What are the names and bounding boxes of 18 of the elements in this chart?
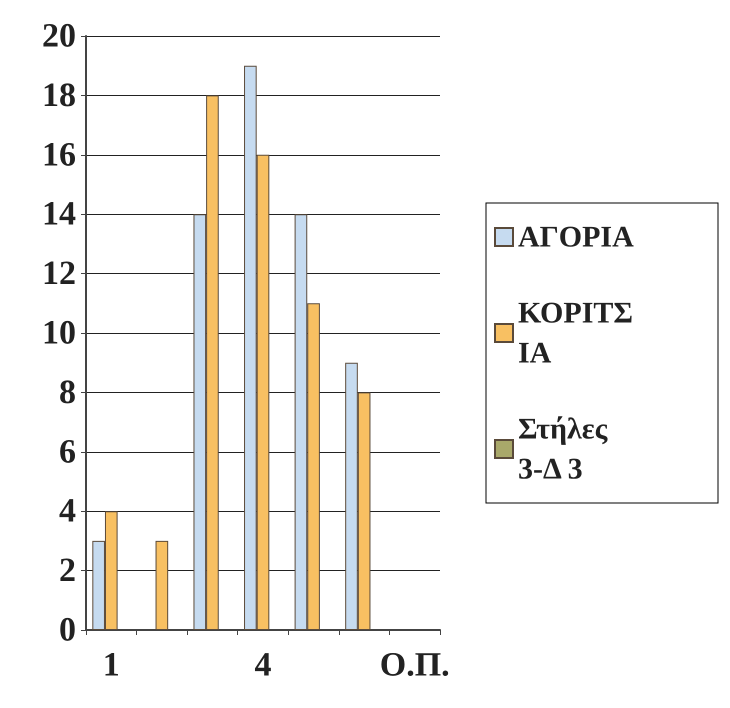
y-tick-label: 6 xyxy=(59,433,76,470)
y-tick-label: 8 xyxy=(59,374,76,411)
y-tick-label: 10 xyxy=(42,314,76,352)
y-tick-label: 0 xyxy=(59,612,76,648)
y-tick-label: 16 xyxy=(42,136,76,174)
legend-label: Στήλες 3-Δ 3 xyxy=(518,412,615,486)
y-tick-label: 18 xyxy=(42,76,76,114)
y-tick-label: 2 xyxy=(59,552,76,590)
y-tick-label: 12 xyxy=(42,255,76,292)
legend-label: ΚΟΡΙΤΣΙΑ xyxy=(518,296,634,370)
legend-label: ΑΓΟΡΙΑ xyxy=(518,220,634,254)
x-tick-label: Ο.Π. xyxy=(380,646,450,684)
x-tick-label: 1 xyxy=(102,646,120,684)
y-tick-label: 4 xyxy=(59,492,76,530)
bar xyxy=(156,540,168,630)
x-tick-label: 4 xyxy=(254,646,272,684)
y-tick-label: 14 xyxy=(42,196,76,233)
y-tick-label: 20 xyxy=(42,18,76,54)
